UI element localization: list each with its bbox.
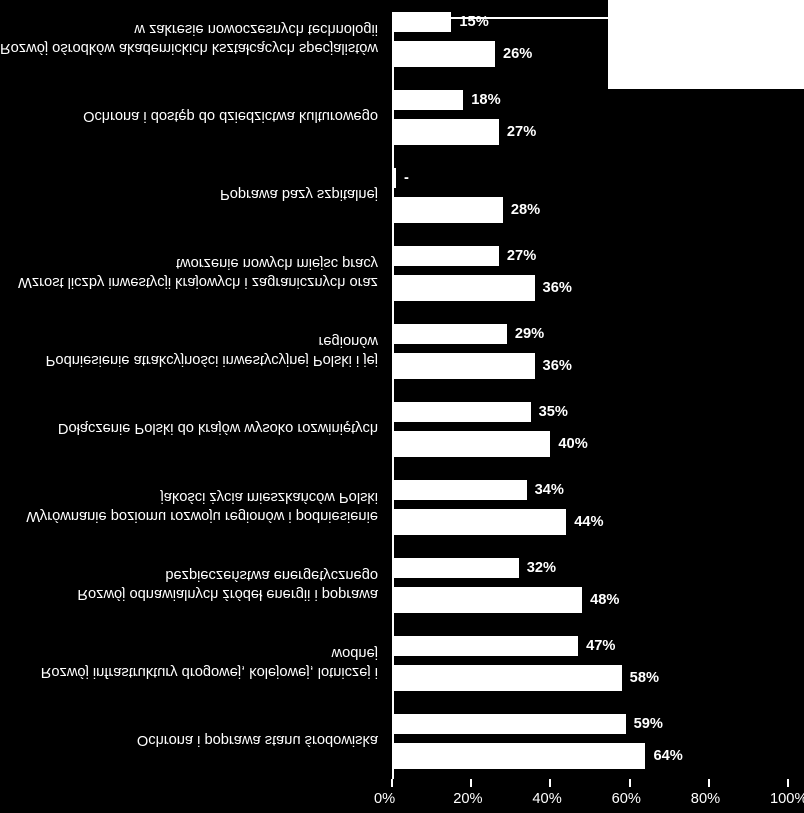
bar-secondary — [392, 168, 396, 188]
bar-primary — [392, 119, 499, 145]
bar-primary — [392, 665, 622, 691]
x-tick-label: 20% — [453, 791, 482, 807]
bar-value-label: 15% — [459, 14, 488, 30]
bar-value-label: 44% — [574, 514, 603, 530]
category-label: Podniesienie atrakcyjności inwestycyjnej… — [0, 321, 378, 379]
bar-value-label: 36% — [543, 358, 572, 374]
bar-value-label: 18% — [471, 92, 500, 108]
bar-value-label: 32% — [527, 560, 556, 576]
bar-secondary — [392, 714, 626, 734]
category-label: Rozwój odnawialnych źródeł energii i pop… — [0, 555, 378, 613]
bar-value-label: - — [404, 170, 409, 186]
bar-value-label: 26% — [503, 46, 532, 62]
bar-value-label: 64% — [653, 748, 682, 764]
bar-value-label: 28% — [511, 202, 540, 218]
bar-secondary — [392, 12, 451, 32]
bar-primary — [392, 509, 566, 535]
bar-value-label: 36% — [543, 280, 572, 296]
category-label: Wyrównanie poziomu rozwoju regionów i po… — [0, 477, 378, 535]
x-tick — [391, 779, 393, 787]
bar-value-label: 29% — [515, 326, 544, 342]
bar-secondary — [392, 636, 578, 656]
bar-secondary — [392, 90, 463, 110]
bar-value-label: 27% — [507, 124, 536, 140]
bar-value-label: 27% — [507, 248, 536, 264]
bar-primary — [392, 353, 535, 379]
x-tick — [629, 779, 631, 787]
x-tick-label: 100% — [770, 791, 804, 807]
x-tick — [549, 779, 551, 787]
bar-value-label: 34% — [535, 482, 564, 498]
bar-value-label: 48% — [590, 592, 619, 608]
bar-secondary — [392, 324, 507, 344]
bar-primary — [392, 197, 503, 223]
x-tick — [708, 779, 710, 787]
x-tick — [787, 779, 789, 787]
category-label: Rozwój ośrodków akademickich kształcącyc… — [0, 9, 378, 67]
category-label: Ochrona i dostęp do dziedzictwa kulturow… — [0, 87, 378, 145]
bar-value-label: 58% — [630, 670, 659, 686]
bar-secondary — [392, 480, 527, 500]
bar-primary — [392, 587, 582, 613]
legend-box — [608, 0, 804, 89]
bar-secondary — [392, 402, 531, 422]
category-label: Dołączenie Polski do krajów wysoko rozwi… — [0, 399, 378, 457]
bar-primary — [392, 431, 550, 457]
bar-chart: 0% 20% 40% 60% 80% 100% Ochrona i poprawa stan… — [0, 0, 804, 813]
category-label: Poprawa bazy szpitalnej — [0, 165, 378, 223]
x-tick-label: 40% — [532, 791, 561, 807]
x-tick-label: 80% — [691, 791, 720, 807]
category-label: Ochrona i poprawa stanu środowiska — [0, 711, 378, 769]
category-label: Rozwój infrastruktury drogowej, kolejowe… — [0, 633, 378, 691]
bar-primary — [392, 41, 495, 67]
bar-secondary — [392, 558, 519, 578]
bar-value-label: 47% — [586, 638, 615, 654]
bar-primary — [392, 743, 645, 769]
x-tick-label: 0% — [374, 791, 395, 807]
bar-value-label: 59% — [634, 716, 663, 732]
x-tick — [470, 779, 472, 787]
x-tick-label: 60% — [612, 791, 641, 807]
category-label: Wzrost liczby inwestycji krajowych i zag… — [0, 243, 378, 301]
bar-value-label: 35% — [539, 404, 568, 420]
bar-secondary — [392, 246, 499, 266]
bar-primary — [392, 275, 535, 301]
bar-value-label: 40% — [558, 436, 587, 452]
